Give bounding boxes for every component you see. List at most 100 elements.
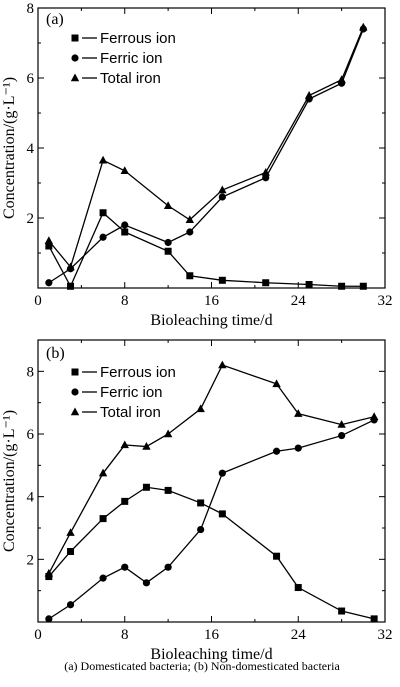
marker-triangle (142, 442, 151, 450)
marker-square (121, 497, 129, 505)
marker-circle (338, 431, 346, 440)
marker-circle (294, 444, 302, 452)
marker-circle (66, 601, 75, 609)
marker-triangle (218, 185, 227, 194)
marker-square (121, 228, 129, 236)
marker-circle (142, 579, 151, 587)
marker-square (370, 615, 378, 623)
x-tick-label: 8 (121, 293, 129, 309)
x-tick-label: 8 (121, 627, 129, 643)
marker-square (142, 483, 150, 491)
marker-square (99, 209, 107, 217)
marker-square (45, 242, 53, 250)
y-tick-label: 8 (27, 364, 35, 380)
legend-label: Ferric ion (100, 50, 163, 67)
legend-label: Total iron (100, 70, 161, 87)
marker-triangle (163, 201, 173, 209)
legend-entry: Ferrous ion (71, 30, 176, 47)
y-tick-label: 2 (27, 552, 35, 568)
marker-square (218, 276, 226, 284)
figure-caption: (a) Domesticated bacteria; (b) Non-domes… (64, 659, 340, 673)
marker-triangle (196, 404, 205, 413)
legend-entry: Total iron (70, 404, 161, 421)
marker-triangle (304, 91, 314, 99)
marker-triangle (337, 420, 346, 428)
marker-triangle (98, 155, 108, 164)
y-tick-label: 6 (27, 71, 35, 87)
x-tick-label: 32 (378, 293, 393, 309)
marker-circle (262, 174, 270, 182)
y-tick-label: 6 (27, 427, 35, 443)
marker-circle (197, 525, 205, 534)
marker-triangle (337, 75, 346, 83)
marker-circle (71, 388, 79, 396)
marker-triangle (120, 166, 129, 174)
marker-circle (45, 615, 53, 623)
series-line (48, 27, 364, 269)
x-tick-label: 0 (34, 627, 42, 643)
x-tick-label: 32 (378, 627, 393, 643)
marker-triangle (70, 407, 80, 416)
series-ferrous-ion (45, 483, 378, 623)
y-tick-label: 4 (27, 141, 35, 157)
series-line (48, 419, 375, 620)
series-total-iron (44, 22, 368, 271)
legend-label: Ferric ion (100, 384, 163, 401)
series-total-iron (44, 360, 379, 577)
series-line (48, 486, 375, 620)
x-tick-label: 16 (204, 627, 220, 643)
series-ferric-ion (45, 416, 378, 623)
plot-frame (37, 7, 386, 289)
marker-triangle (163, 429, 173, 438)
legend-entry: Ferric ion (71, 50, 163, 67)
marker-square (305, 281, 313, 288)
marker-triangle (359, 22, 368, 31)
marker-triangle (44, 568, 54, 577)
marker-square (294, 584, 302, 592)
marker-triangle (44, 236, 54, 244)
marker-triangle (261, 168, 270, 176)
marker-circle (99, 574, 107, 582)
marker-circle (99, 233, 107, 241)
x-axis-label: Bioleaching time/d (150, 312, 272, 329)
marker-triangle (120, 440, 129, 449)
marker-square (273, 552, 281, 560)
marker-circle (71, 54, 79, 62)
marker-circle (164, 563, 172, 571)
marker-circle (218, 193, 226, 201)
legend-entry: Ferrous ion (71, 364, 176, 381)
marker-circle (272, 447, 281, 455)
panel-label: (b) (46, 345, 65, 362)
y-axis-label: Concentration/(g·L⁻¹) (1, 77, 18, 219)
marker-square (164, 247, 172, 255)
legend-label: Ferrous ion (100, 364, 176, 381)
y-tick-label: 4 (27, 490, 35, 506)
marker-square (71, 34, 79, 42)
marker-circle (186, 228, 194, 236)
marker-triangle (218, 360, 227, 369)
marker-circle (218, 469, 226, 477)
marker-circle (121, 563, 129, 571)
marker-square (164, 486, 172, 494)
marker-square (338, 282, 346, 290)
marker-triangle (66, 528, 75, 536)
x-tick-label: 24 (291, 627, 307, 643)
marker-square (67, 548, 75, 555)
marker-triangle (185, 215, 195, 223)
marker-triangle (369, 412, 379, 420)
y-tick-label: 2 (27, 211, 35, 227)
x-tick-label: 24 (291, 293, 307, 309)
series-ferrous-ion (45, 209, 367, 290)
marker-circle (45, 279, 53, 287)
marker-square (71, 368, 79, 376)
legend-entry: Ferric ion (71, 384, 163, 401)
x-tick-label: 16 (204, 293, 220, 309)
marker-triangle (272, 379, 281, 388)
marker-square (262, 279, 270, 287)
y-axis-label: Concentration/(g·L⁻¹) (1, 410, 18, 552)
marker-triangle (66, 262, 75, 271)
marker-square (186, 272, 194, 280)
marker-circle (164, 238, 172, 247)
